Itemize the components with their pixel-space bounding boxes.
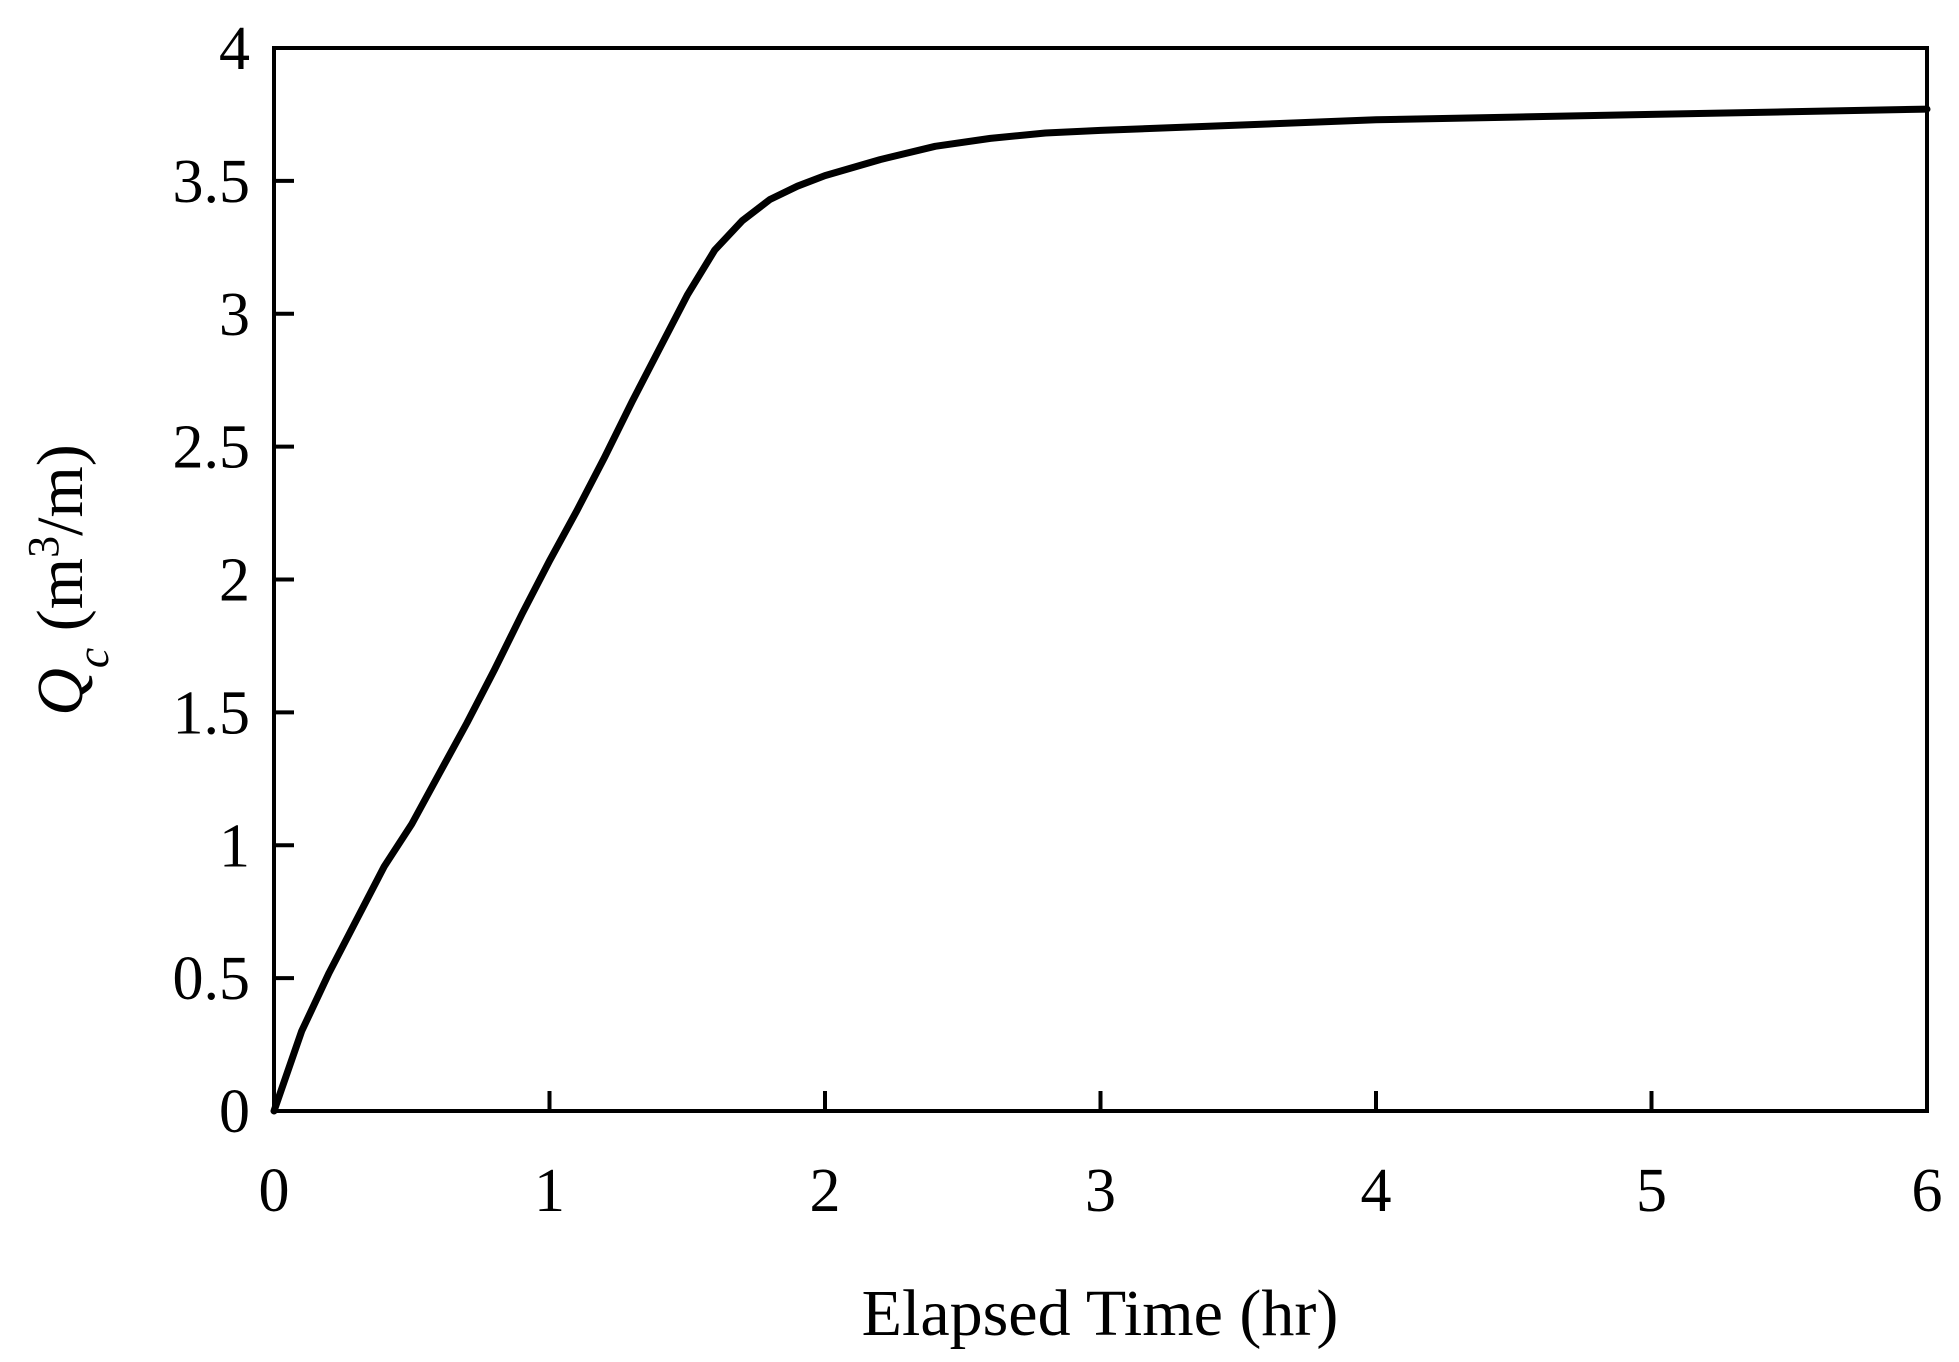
y-tick-label: 2 <box>219 547 250 615</box>
x-axis-tick-labels: 0 1 2 3 4 5 6 <box>259 1157 1943 1225</box>
x-tick-label: 1 <box>534 1157 565 1225</box>
y-axis-tick-labels: 0 0.5 1 1.5 2 2.5 3 3.5 4 <box>173 15 251 1146</box>
x-tick-label: 6 <box>1912 1157 1943 1225</box>
y-axis-unit-open: (m <box>24 558 97 648</box>
series-line <box>270 105 1931 1115</box>
y-tick-label: 1 <box>219 812 250 880</box>
x-tick-label: 3 <box>1085 1157 1116 1225</box>
y-tick-label: 1.5 <box>173 679 251 747</box>
x-tick-label: 0 <box>259 1157 290 1225</box>
x-tick-label: 4 <box>1361 1157 1392 1225</box>
y-tick-label: 2.5 <box>173 414 251 482</box>
x-axis-ticks <box>272 1091 1929 1111</box>
y-tick-label: 4 <box>219 15 250 83</box>
y-axis-unit-close: /m) <box>24 444 97 536</box>
y-tick-label: 3.5 <box>173 148 251 216</box>
y-tick-label: 0.5 <box>173 945 251 1013</box>
y-axis-symbol: Q <box>24 668 97 716</box>
y-axis-unit-sup: 3 <box>19 536 68 558</box>
y-tick-label: 0 <box>219 1078 250 1146</box>
x-tick-label: 5 <box>1636 1157 1667 1225</box>
y-axis-subscript: c <box>67 648 118 668</box>
plot-area-frame <box>272 46 1929 1113</box>
y-tick-label: 3 <box>219 281 250 349</box>
y-axis-title: Qc (m3/m) <box>19 444 118 716</box>
y-axis-ticks <box>274 46 294 1113</box>
x-tick-label: 2 <box>810 1157 841 1225</box>
x-axis-title: Elapsed Time (hr) <box>862 1277 1339 1350</box>
